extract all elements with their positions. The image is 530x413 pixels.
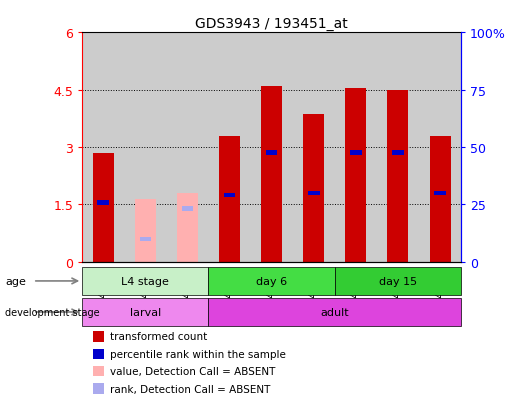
Bar (208, 267, 335, 295)
Bar (429, 136, 450, 262)
Text: transformed count: transformed count (110, 332, 207, 342)
Bar (419, 33, 461, 262)
Text: adult: adult (321, 307, 349, 317)
Text: larval: larval (130, 307, 161, 317)
Bar (82, 33, 124, 262)
Bar (266, 151, 277, 156)
Bar (303, 115, 324, 262)
Bar (346, 88, 366, 262)
Bar (219, 136, 240, 262)
Bar (261, 87, 282, 262)
Bar (224, 193, 235, 198)
Text: value, Detection Call = ABSENT: value, Detection Call = ABSENT (110, 366, 275, 376)
Title: GDS3943 / 193451_at: GDS3943 / 193451_at (195, 17, 348, 31)
Bar (208, 33, 251, 262)
Bar (434, 191, 446, 196)
Bar (293, 33, 335, 262)
Bar (177, 193, 198, 262)
Bar (377, 33, 419, 262)
Bar (387, 90, 409, 262)
Bar (82, 267, 208, 295)
Bar (308, 191, 320, 196)
Bar (93, 153, 114, 262)
Text: day 6: day 6 (256, 276, 287, 286)
Bar (124, 33, 166, 262)
Bar (82, 298, 208, 326)
Text: percentile rank within the sample: percentile rank within the sample (110, 349, 286, 359)
Bar (135, 199, 156, 262)
Text: age: age (5, 276, 26, 286)
Bar (182, 206, 193, 211)
Bar (251, 33, 293, 262)
Text: development stage: development stage (5, 307, 100, 317)
Bar (335, 33, 377, 262)
Bar (139, 237, 151, 242)
Bar (208, 298, 461, 326)
Bar (335, 267, 461, 295)
Bar (98, 201, 109, 205)
Text: L4 stage: L4 stage (121, 276, 169, 286)
Bar (392, 151, 404, 156)
Text: day 15: day 15 (379, 276, 417, 286)
Bar (166, 33, 208, 262)
Bar (350, 151, 361, 156)
Text: rank, Detection Call = ABSENT: rank, Detection Call = ABSENT (110, 384, 270, 394)
